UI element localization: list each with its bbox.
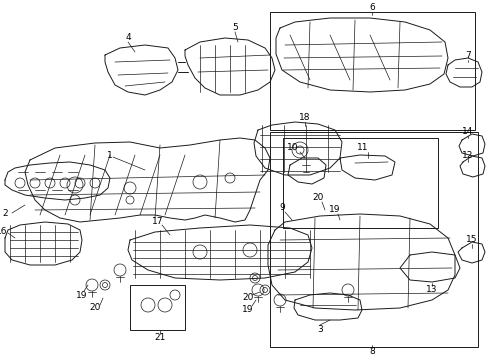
Text: 20: 20 [242, 293, 253, 302]
Text: 9: 9 [279, 203, 285, 212]
Text: 19: 19 [328, 206, 340, 215]
Text: 11: 11 [357, 144, 368, 153]
Text: 10: 10 [286, 144, 298, 153]
Bar [269, 132, 477, 347]
Bar [130, 285, 184, 330]
Text: 14: 14 [461, 127, 473, 136]
Text: 19: 19 [242, 306, 253, 315]
Bar [269, 12, 474, 130]
Text: 13: 13 [426, 285, 437, 294]
Text: 16: 16 [0, 228, 8, 237]
Text: 20: 20 [312, 194, 323, 202]
Text: 17: 17 [152, 217, 163, 226]
Text: 1: 1 [107, 150, 113, 159]
Text: 7: 7 [464, 51, 470, 60]
Text: 12: 12 [461, 150, 473, 159]
Text: 15: 15 [465, 235, 477, 244]
Text: 6: 6 [368, 4, 374, 13]
Text: 20: 20 [89, 303, 101, 312]
Text: 21: 21 [154, 333, 165, 342]
Text: 18: 18 [299, 113, 310, 122]
Text: 19: 19 [76, 291, 87, 300]
Text: 3: 3 [317, 325, 322, 334]
Text: 8: 8 [368, 347, 374, 356]
Text: 5: 5 [232, 23, 237, 32]
Text: 2: 2 [2, 208, 8, 217]
Bar [283, 138, 437, 228]
Text: 4: 4 [125, 33, 131, 42]
